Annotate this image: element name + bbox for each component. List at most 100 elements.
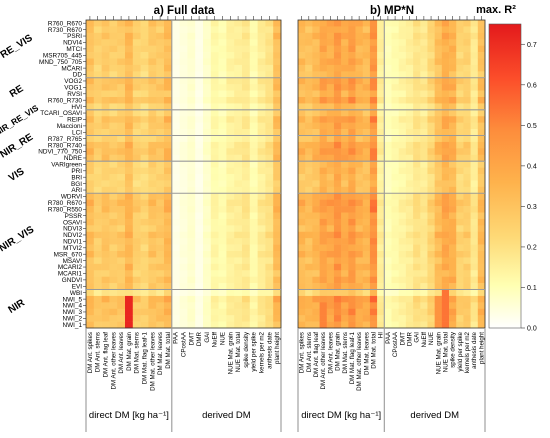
heatmap-cell bbox=[93, 84, 102, 91]
heatmap-cell bbox=[273, 90, 282, 98]
column-label: DM Ant. flag leaf bbox=[103, 332, 110, 378]
heatmap-cell bbox=[377, 218, 385, 226]
heatmap-cell bbox=[456, 52, 464, 59]
heatmap-cell bbox=[463, 84, 471, 91]
heatmap-cell bbox=[171, 174, 180, 181]
heatmap-cell bbox=[171, 231, 180, 239]
heatmap-cell bbox=[273, 154, 282, 162]
heatmap-cell bbox=[265, 58, 274, 66]
heatmap-cell bbox=[427, 212, 435, 220]
heatmap-cell bbox=[398, 84, 407, 91]
heatmap-cell bbox=[187, 58, 196, 66]
row-label: LCI bbox=[72, 129, 82, 136]
heatmap-cell bbox=[210, 64, 219, 72]
heatmap-cell bbox=[117, 244, 126, 252]
heatmap-cell bbox=[456, 122, 464, 130]
heatmap-cell bbox=[413, 270, 421, 277]
heatmap-cell bbox=[355, 199, 364, 207]
heatmap-cell bbox=[434, 180, 443, 188]
heatmap-cell bbox=[101, 71, 110, 79]
heatmap-cell bbox=[413, 103, 421, 111]
heatmap-cell bbox=[326, 270, 335, 277]
heatmap-cell bbox=[140, 270, 149, 277]
heatmap-cell bbox=[109, 206, 118, 213]
heatmap-cell bbox=[348, 148, 356, 156]
heatmap-cell bbox=[398, 97, 407, 104]
heatmap-cell bbox=[420, 180, 428, 188]
heatmap-cell bbox=[391, 97, 399, 104]
heatmap-cell bbox=[257, 270, 266, 277]
heatmap-cell bbox=[164, 289, 173, 297]
heatmap-cell bbox=[298, 71, 306, 79]
heatmap-cell bbox=[384, 64, 392, 72]
heatmap-cell bbox=[179, 135, 188, 143]
heatmap-cell bbox=[210, 244, 219, 252]
heatmap-cell bbox=[125, 174, 134, 181]
heatmap-cell bbox=[470, 199, 479, 207]
heatmap-cell bbox=[341, 84, 349, 91]
heatmap-cell bbox=[156, 315, 165, 322]
heatmap-cell bbox=[140, 244, 149, 252]
heatmap-cell bbox=[125, 244, 134, 252]
heatmap-cell bbox=[226, 315, 235, 322]
heatmap-cell bbox=[218, 302, 227, 310]
heatmap-cell bbox=[226, 141, 235, 149]
heatmap-cell bbox=[210, 90, 219, 98]
heatmap-cell bbox=[218, 321, 227, 329]
heatmap-cell bbox=[117, 116, 126, 123]
heatmap-cell bbox=[326, 109, 335, 117]
heatmap-cell bbox=[132, 103, 141, 111]
heatmap-cell bbox=[203, 270, 212, 277]
heatmap-cell bbox=[257, 135, 266, 143]
colorbar-title: max. R² bbox=[476, 4, 516, 16]
heatmap-cell bbox=[148, 186, 157, 194]
heatmap-cell bbox=[333, 90, 342, 98]
heatmap-cell bbox=[195, 154, 204, 162]
heatmap-cell bbox=[187, 206, 196, 213]
heatmap-cell bbox=[384, 315, 392, 322]
heatmap-cell bbox=[257, 238, 266, 245]
heatmap-cell bbox=[210, 135, 219, 143]
heatmap-cell bbox=[86, 270, 95, 277]
heatmap-cell bbox=[420, 263, 428, 271]
heatmap-cell bbox=[101, 45, 110, 53]
heatmap-cell bbox=[312, 263, 320, 271]
heatmap-cell bbox=[420, 206, 428, 213]
heatmap-cell bbox=[249, 257, 258, 265]
heatmap-cell bbox=[427, 58, 435, 66]
panel-frame bbox=[297, 19, 486, 329]
heatmap-cell bbox=[341, 58, 349, 66]
heatmap-cell bbox=[234, 58, 243, 66]
heatmap-cell bbox=[355, 84, 364, 91]
heatmap-cell bbox=[164, 77, 173, 85]
row-label: NWI_2 bbox=[62, 316, 82, 323]
heatmap-cell bbox=[305, 276, 313, 284]
heatmap-cell bbox=[298, 141, 306, 149]
heatmap-cell bbox=[179, 180, 188, 188]
heatmap-cell bbox=[203, 71, 212, 79]
heatmap-cell bbox=[405, 103, 414, 111]
row-group-label: NIR_RE bbox=[0, 132, 35, 161]
heatmap-cell bbox=[298, 103, 306, 111]
heatmap-cell bbox=[355, 206, 364, 213]
heatmap-cell bbox=[109, 77, 118, 85]
heatmap-cell bbox=[463, 238, 471, 245]
heatmap-cell bbox=[148, 90, 157, 98]
heatmap-cell bbox=[427, 295, 435, 303]
heatmap-cell bbox=[125, 20, 134, 27]
heatmap-cell bbox=[463, 109, 471, 117]
heatmap-cell bbox=[203, 45, 212, 53]
heatmap-cell bbox=[449, 52, 457, 59]
heatmap-cell bbox=[132, 90, 141, 98]
heatmap-cell bbox=[398, 321, 407, 329]
heatmap-cell bbox=[420, 97, 428, 104]
heatmap-cell bbox=[427, 206, 435, 213]
heatmap-cell bbox=[477, 270, 486, 277]
heatmap-cell bbox=[265, 26, 274, 34]
heatmap-cell bbox=[125, 148, 134, 156]
heatmap-cell bbox=[298, 90, 306, 98]
heatmap-cell bbox=[109, 276, 118, 284]
heatmap-cell bbox=[341, 193, 349, 200]
heatmap-cell bbox=[203, 321, 212, 329]
heatmap-cell bbox=[117, 186, 126, 194]
